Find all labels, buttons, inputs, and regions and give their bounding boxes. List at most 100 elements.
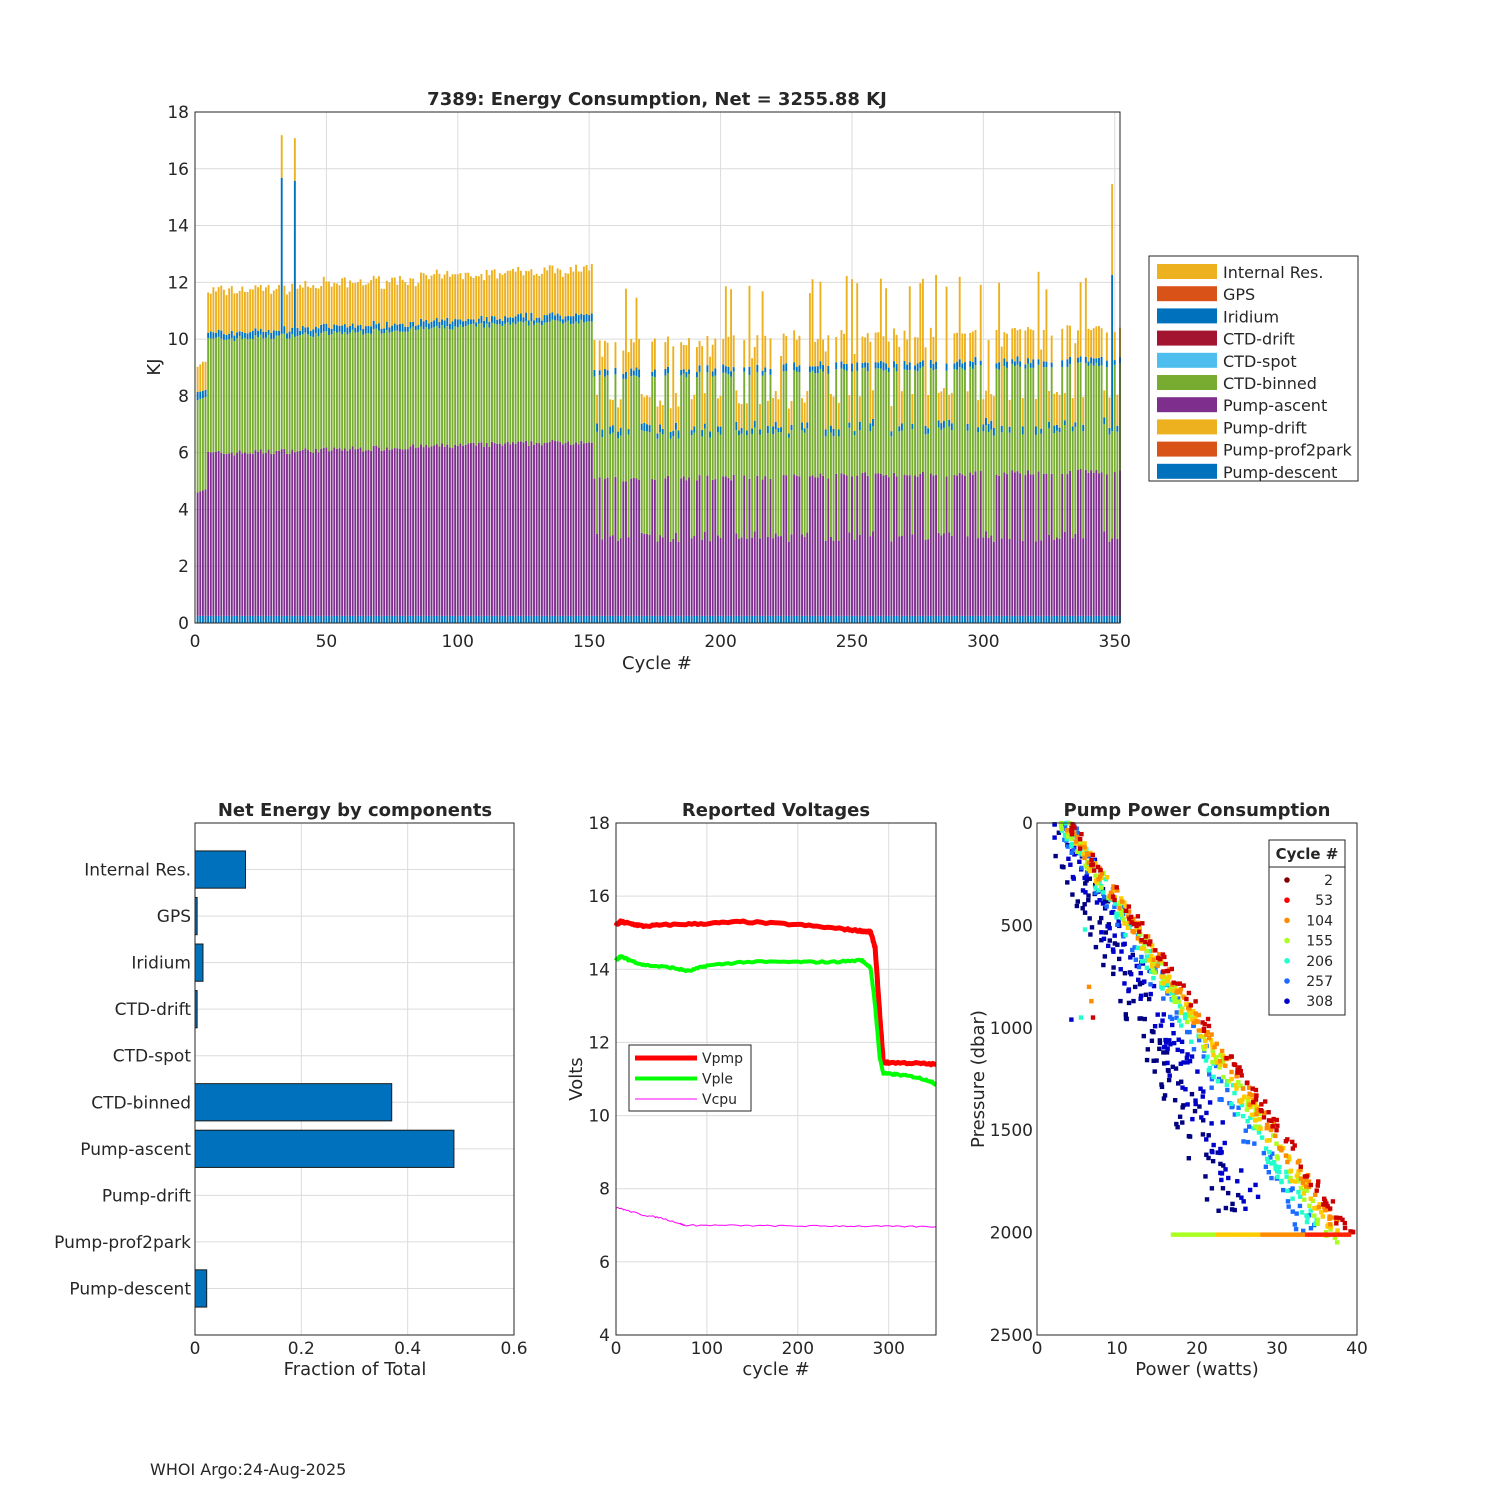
energy-bar-segment [1072, 431, 1074, 538]
energy-bar-segment [536, 323, 538, 443]
energy-bar-segment [985, 616, 987, 623]
energy-bar-segment [344, 616, 346, 623]
pump-scatter-point [1153, 1069, 1157, 1073]
energy-bar-segment [691, 616, 693, 623]
components-category-label: CTD-binned [91, 1093, 191, 1113]
energy-bar-segment [856, 283, 858, 362]
energy-bar-segment [270, 616, 272, 623]
energy-legend-swatch [1157, 286, 1217, 301]
energy-bar-segment [457, 327, 459, 446]
energy-bar-segment [470, 276, 472, 319]
energy-bar-segment [252, 339, 254, 454]
energy-bar-segment [1003, 366, 1005, 472]
pump-scatter-point [1159, 1023, 1163, 1027]
energy-bar-segment [436, 318, 438, 326]
energy-bar-segment [833, 397, 835, 429]
energy-bar-segment [399, 324, 401, 332]
energy-bar-segment [241, 332, 243, 339]
energy-bar-segment [954, 475, 956, 616]
pump-scatter-point [1229, 1077, 1233, 1081]
pump-scatter-point [1259, 1109, 1263, 1113]
energy-bar-segment [967, 391, 969, 424]
energy-bar-segment [289, 292, 291, 332]
energy-bar-segment [391, 616, 393, 623]
energy-bar-segment [1022, 434, 1024, 540]
energy-bar-segment [814, 616, 816, 623]
energy-bar-segment [746, 435, 748, 539]
energy-bar-segment [346, 616, 348, 623]
components-x-tick-label: 0.6 [500, 1339, 527, 1359]
pump-scatter-point [1119, 967, 1123, 971]
pump-scatter-point [1313, 1193, 1317, 1197]
pump-scatter-point [1153, 948, 1157, 952]
pump-scatter-point [1157, 1047, 1161, 1051]
energy-bar-segment [777, 428, 779, 432]
energy-bar-segment [470, 616, 472, 623]
energy-bar-segment [1027, 364, 1029, 470]
energy-bar-segment [846, 371, 848, 476]
energy-bar-segment [843, 364, 845, 370]
pump-scatter-point [1136, 914, 1140, 918]
pump-scatter-point [1253, 1183, 1257, 1187]
energy-bar-segment [1053, 426, 1055, 433]
energy-bar-segment [1009, 400, 1011, 427]
energy-bar-segment [609, 616, 611, 623]
pump-scatter-point [1104, 904, 1108, 908]
components-category-label: GPS [157, 907, 191, 927]
energy-bar-segment [312, 329, 314, 337]
energy-bar-segment [630, 376, 632, 479]
energy-bar-segment [620, 399, 622, 427]
pump-scatter-point [1118, 999, 1122, 1003]
voltages-y-tick-label: 8 [599, 1180, 610, 1200]
pump-scatter-point [1284, 1174, 1288, 1178]
pump-scatter-point [1150, 1039, 1154, 1043]
voltages-y-tick-label: 6 [599, 1253, 610, 1273]
pump-scatter-point [1126, 926, 1130, 930]
energy-bar-segment [528, 326, 530, 446]
energy-bar-segment [730, 289, 732, 371]
energy-bar-segment [286, 333, 288, 338]
energy-bar-segment [478, 324, 480, 443]
energy-bar-segment [785, 363, 787, 371]
energy-bar-segment [662, 616, 664, 623]
energy-bar-segment [1098, 326, 1100, 358]
pump-scatter-point [1302, 1197, 1306, 1201]
energy-bar-segment [389, 333, 391, 450]
energy-bar-segment [549, 616, 551, 623]
energy-bar-segment [381, 289, 383, 329]
energy-bar-segment [1074, 534, 1076, 616]
pump-scatter-point [1281, 1188, 1285, 1192]
energy-bar-segment [804, 616, 806, 623]
energy-bar-segment [575, 442, 577, 616]
pump-scatter-point [1293, 1222, 1297, 1226]
energy-bar-segment [1109, 542, 1111, 616]
energy-bar-segment [446, 326, 448, 444]
energy-bar-segment [465, 321, 467, 326]
pump-y-tick-label: 1500 [990, 1121, 1033, 1141]
energy-bar-segment [691, 538, 693, 616]
energy-bar-segment [775, 391, 777, 422]
energy-bar-segment [417, 447, 419, 616]
energy-bar-segment [633, 616, 635, 623]
pump-scatter-point [1189, 1040, 1193, 1044]
energy-bar-segment [814, 342, 816, 366]
energy-bar-segment [977, 616, 979, 623]
energy-bar-segment [233, 336, 235, 341]
energy-bar-segment [494, 616, 496, 623]
energy-bar-segment [360, 616, 362, 623]
energy-bar-segment [452, 448, 454, 616]
pump-scatter-point [1129, 915, 1133, 919]
energy-bar-segment [412, 279, 414, 322]
energy-bar-segment [738, 539, 740, 616]
energy-bar-segment [770, 338, 772, 369]
energy-bar-segment [728, 478, 730, 616]
energy-bar-segment [990, 429, 992, 535]
energy-bar-segment [709, 541, 711, 616]
pump-scatter-point [1279, 1147, 1283, 1151]
energy-bar-segment [1095, 363, 1097, 470]
energy-bar-segment [1043, 616, 1045, 623]
pump-scatter-point [1087, 985, 1091, 989]
energy-bar-segment [825, 541, 827, 616]
energy-bar-segment [636, 479, 638, 616]
energy-bar-segment [628, 537, 630, 616]
